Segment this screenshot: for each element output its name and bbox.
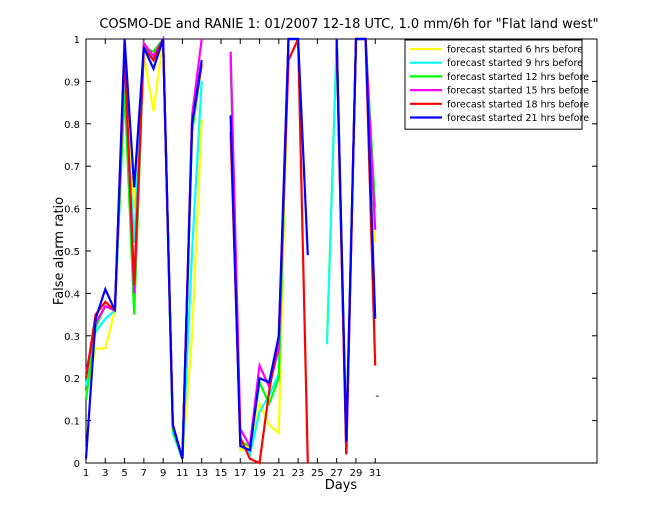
x-tick-label: 15 — [215, 468, 228, 479]
legend-box — [404, 39, 583, 130]
y-tick-label: 0.4 — [64, 289, 80, 300]
x-tick-label: 11 — [176, 468, 189, 479]
x-tick-label: 31 — [369, 468, 382, 479]
series-line-6 — [84, 37, 377, 460]
x-tick-label: 1 — [83, 468, 89, 479]
legend: forecast started 6 hrs before forecast st… — [404, 39, 589, 130]
series-lines — [84, 34, 377, 465]
y-tick-label: 0.8 — [64, 120, 80, 131]
x-tick-label: 5 — [121, 468, 127, 479]
y-axis-label: False alarm ratio — [52, 197, 67, 305]
x-tick-label: 25 — [311, 468, 324, 479]
x-tick-label: 7 — [141, 468, 147, 479]
annotation-mark: - — [375, 389, 379, 402]
y-tick-label: 0.3 — [64, 332, 80, 343]
x-axis-label: Days — [325, 478, 358, 493]
legend-label: forecast started 9 hrs before — [447, 58, 583, 69]
x-tick-label: 19 — [253, 468, 266, 479]
y-tick-label: 0.1 — [64, 417, 80, 428]
legend-label: forecast started 18 hrs before — [447, 99, 589, 110]
chart-title: COSMO-DE and RANIE 1: 01/2007 12-18 UTC,… — [99, 17, 598, 32]
x-tick-label: 29 — [350, 468, 363, 479]
y-tick-label: 0.2 — [64, 374, 80, 385]
annotations: - — [375, 389, 379, 402]
legend-label: forecast started 15 hrs before — [447, 86, 589, 97]
x-tick-label: 21 — [272, 468, 285, 479]
y-tick-label: 0.5 — [64, 247, 80, 258]
x-tick-label: 13 — [195, 468, 208, 479]
legend-label: forecast started 6 hrs before — [447, 45, 583, 56]
y-tick-label: 0.9 — [64, 77, 80, 88]
x-tick-label: 27 — [330, 468, 343, 479]
legend-label: forecast started 12 hrs before — [447, 72, 589, 83]
y-axis: 0 0.1 0.2 0.3 0.4 0.5 0.6 0.7 0.8 0.9 1 — [64, 35, 597, 470]
y-tick-label: 0 — [74, 459, 80, 470]
x-tick-label: 17 — [234, 468, 247, 479]
y-tick-label: 1 — [74, 35, 80, 46]
legend-label: forecast started 21 hrs before — [447, 113, 589, 124]
y-tick-label: 0.7 — [64, 162, 80, 173]
x-tick-label: 9 — [160, 468, 166, 479]
x-tick-label: 3 — [102, 468, 108, 479]
x-tick-label: 23 — [292, 468, 305, 479]
y-tick-label: 0.6 — [64, 205, 80, 216]
